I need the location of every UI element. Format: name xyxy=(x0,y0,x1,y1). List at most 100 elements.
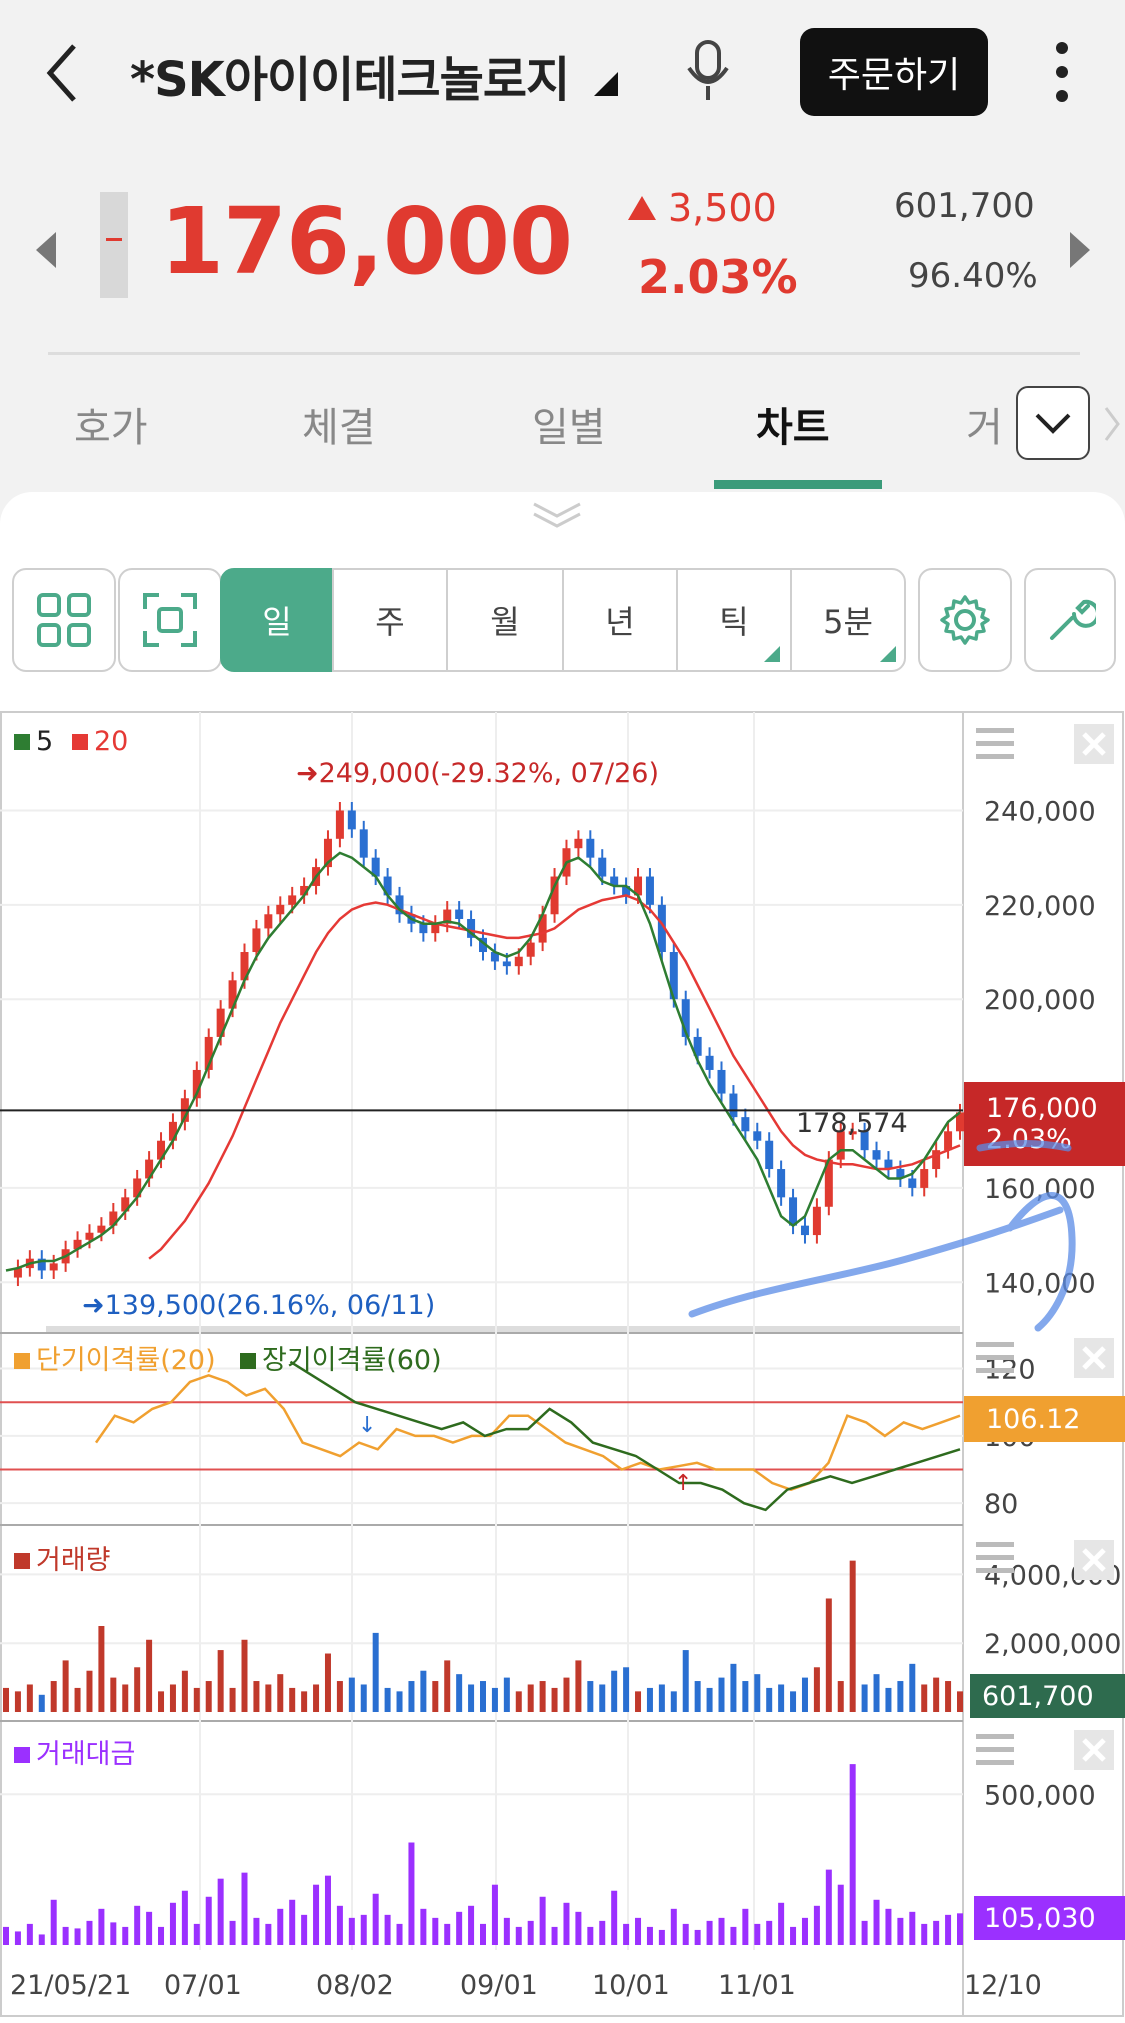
candle xyxy=(657,904,666,953)
disparity-value-tag: 106.12 xyxy=(964,1396,1125,1442)
volume-bar xyxy=(873,1674,880,1712)
volume-bar xyxy=(301,1691,308,1712)
next-stock-icon[interactable] xyxy=(1068,230,1092,274)
candle xyxy=(228,980,237,1009)
period-day[interactable]: 일 xyxy=(220,568,334,672)
handdrawn-trend-annotation xyxy=(688,1140,1076,1332)
microphone-icon[interactable] xyxy=(685,38,731,106)
long-disp-swatch-icon xyxy=(240,1353,256,1369)
fullscreen-button[interactable] xyxy=(118,568,222,672)
panel-close-icon[interactable] xyxy=(1074,1540,1114,1584)
divider xyxy=(48,352,1080,355)
volume-bar xyxy=(372,1632,379,1712)
panel-menu-icon[interactable] xyxy=(976,726,1014,766)
volume-bar xyxy=(861,1684,868,1712)
tab-daily[interactable]: 일별 xyxy=(532,405,606,451)
title-dropdown-icon[interactable] xyxy=(592,70,618,100)
tools-button[interactable] xyxy=(1024,568,1116,672)
tab-hoga[interactable]: 호가 xyxy=(74,405,148,451)
volume-bar xyxy=(420,1670,427,1712)
amount-bar xyxy=(26,1923,33,1945)
amount-bar xyxy=(539,1896,546,1945)
amount-bar xyxy=(515,1926,522,1945)
volume-bar xyxy=(945,1681,952,1712)
candle xyxy=(276,904,285,915)
period-week[interactable]: 주 xyxy=(332,568,448,672)
amount-bar xyxy=(360,1914,367,1945)
amount-bar xyxy=(122,1926,129,1945)
period-tick[interactable]: 틱 xyxy=(676,568,792,672)
amount-bar xyxy=(491,1884,498,1945)
gear-icon xyxy=(940,595,990,645)
candle xyxy=(848,1131,857,1135)
short-disp-swatch-icon xyxy=(14,1353,30,1369)
period-month[interactable]: 월 xyxy=(446,568,564,672)
candle xyxy=(157,1140,166,1160)
amount-bar xyxy=(635,1917,642,1945)
candle xyxy=(216,1008,225,1037)
candle xyxy=(586,838,595,858)
stock-chart[interactable]: ↓ ↑ 21/05/21 07/01 08/02 09/01 10/01 11/01 12/1… xyxy=(0,710,1125,2023)
fullscreen-icon xyxy=(143,593,197,647)
price-tick-label: 220,000 xyxy=(984,891,1096,922)
tab-chart[interactable]: 차트 xyxy=(756,405,830,451)
legend-short-disparity: 단기이격률(20) xyxy=(14,1338,216,1377)
candle xyxy=(97,1225,106,1233)
panel-menu-icon[interactable] xyxy=(976,1340,1014,1380)
amount-bar xyxy=(277,1908,284,1945)
long-disparity-line xyxy=(289,1360,961,1512)
period-year[interactable]: 년 xyxy=(562,568,678,672)
volume-bar xyxy=(277,1674,284,1712)
last-price-tag: 176,000 2.03% xyxy=(964,1082,1125,1166)
collapse-handle-icon[interactable] xyxy=(530,500,584,534)
candle xyxy=(431,923,440,934)
candle xyxy=(121,1197,130,1212)
panel-menu-icon[interactable] xyxy=(976,1540,1014,1580)
settings-button[interactable] xyxy=(918,568,1012,672)
candle xyxy=(383,876,392,896)
panel-close-icon[interactable] xyxy=(1074,724,1114,768)
candle xyxy=(288,895,297,905)
last-price-value: 176,000 xyxy=(986,1093,1098,1124)
volume-bar xyxy=(3,1687,9,1712)
volume-bar xyxy=(635,1691,642,1712)
ma5-line xyxy=(5,851,961,1272)
page-title[interactable]: *SK아이이테크놀로지 xyxy=(130,52,570,108)
amount-bar xyxy=(193,1923,200,1945)
legend-amount: 거래대금 xyxy=(14,1732,135,1771)
volume-bar xyxy=(718,1677,725,1712)
candle xyxy=(574,838,583,849)
tabs-expand-button[interactable] xyxy=(1016,386,1090,460)
volume-bar xyxy=(885,1687,892,1712)
volume-bar xyxy=(563,1677,570,1712)
short-disp-label: 단기이격률(20) xyxy=(36,1345,216,1376)
amount-bar xyxy=(599,1920,606,1945)
volume-bar xyxy=(158,1691,165,1712)
candle xyxy=(264,914,273,929)
prev-stock-icon[interactable] xyxy=(34,230,58,274)
volume-bar xyxy=(396,1691,403,1712)
period-5min[interactable]: 5분 xyxy=(790,568,906,672)
tab-trades[interactable]: 체결 xyxy=(302,405,376,451)
layout-grid-button[interactable] xyxy=(12,568,116,672)
date-tick-label: 21/05/21 xyxy=(10,1970,131,2001)
volume-swatch-icon xyxy=(14,1553,30,1569)
tab-more[interactable]: 거 xyxy=(966,405,1003,451)
panel-close-icon[interactable] xyxy=(1074,1338,1114,1382)
more-menu-icon[interactable] xyxy=(1052,40,1072,108)
amount-bar xyxy=(766,1920,773,1945)
panel-close-icon[interactable] xyxy=(1074,1730,1114,1774)
price-range-bar xyxy=(100,192,128,298)
panel-menu-icon[interactable] xyxy=(976,1732,1014,1772)
volume-bar xyxy=(694,1681,701,1712)
amount-swatch-icon xyxy=(14,1747,30,1763)
candle xyxy=(765,1140,774,1170)
candle xyxy=(490,952,499,962)
volume-bar xyxy=(336,1681,343,1712)
back-button[interactable] xyxy=(38,38,92,108)
amount-bar xyxy=(670,1908,677,1945)
order-button[interactable]: 주문하기 xyxy=(800,28,988,116)
volume-bar xyxy=(957,1691,963,1712)
volume-bar xyxy=(193,1687,200,1712)
amount-bar xyxy=(169,1902,176,1945)
